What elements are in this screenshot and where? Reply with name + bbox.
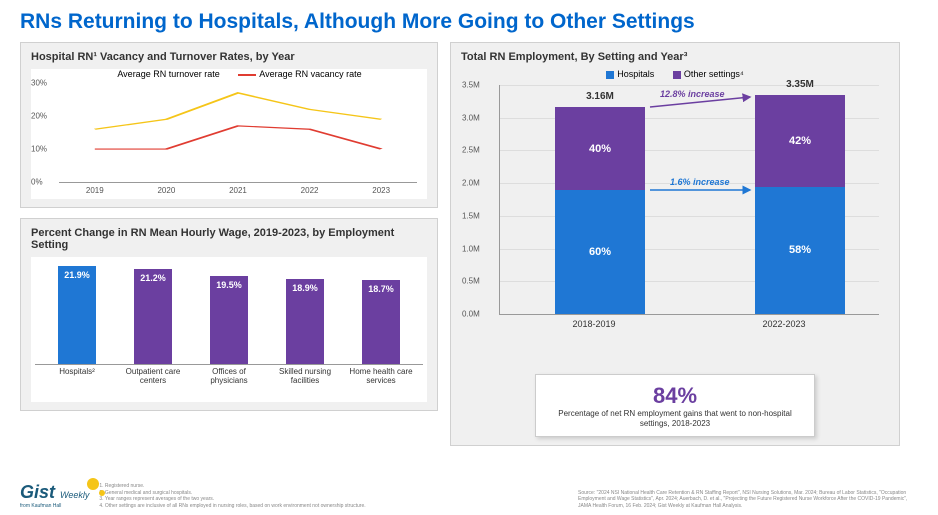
- wage-bar-outpatient: 21.2%: [134, 269, 172, 364]
- y-tick: 3.5M: [462, 81, 480, 90]
- callout-value: 84%: [556, 383, 794, 409]
- wage-bar-hospitals: 21.9%: [58, 266, 96, 365]
- wage-x-axis: Hospitals² Outpatient care centers Offic…: [35, 368, 423, 386]
- wage-xlabel: Skilled nursing facilities: [267, 368, 343, 386]
- stack-chart: Hospitals Other settings⁴ 3.5M 3.0M 2.5M…: [461, 69, 889, 364]
- annotation-hospitals: 1.6% increase: [670, 177, 730, 187]
- seg-label: 58%: [755, 244, 845, 256]
- y-tick: 1.5M: [462, 211, 480, 220]
- y-tick: 1.0M: [462, 244, 480, 253]
- y-tick: 2.5M: [462, 146, 480, 155]
- x-tick: 2019: [59, 183, 131, 195]
- x-tick: 2022: [274, 183, 346, 195]
- logo-tagline: from Kaufman Hall: [20, 503, 89, 509]
- x-tick: 2023: [345, 183, 417, 195]
- source-text: Source: "2024 NSI National Health Care R…: [578, 490, 918, 510]
- legend-swatch: [673, 71, 681, 79]
- vacancy-line: [95, 126, 381, 149]
- annotation-other: 12.8% increase: [660, 89, 725, 99]
- footer: Gist Weekly from Kaufman Hall 1. Registe…: [20, 482, 918, 509]
- callout-text: Percentage of net RN employment gains th…: [556, 409, 794, 428]
- seg-label: 42%: [755, 135, 845, 147]
- logo-text: Gist Weekly: [20, 482, 89, 503]
- wage-xlabel: Home health care services: [343, 368, 419, 386]
- legend-swatch: [238, 74, 256, 76]
- total-label: 3.35M: [755, 79, 845, 90]
- y-tick: 0.0M: [462, 310, 480, 319]
- y-tick: 2.0M: [462, 179, 480, 188]
- wage-bar-wrap: 18.9%: [267, 265, 343, 364]
- legend-swatch: [606, 71, 614, 79]
- wage-chart-title: Percent Change in RN Mean Hourly Wage, 2…: [31, 227, 427, 251]
- stack-xlabel: 2022-2023: [689, 315, 879, 329]
- legend-vacancy: Average RN vacancy rate: [238, 69, 361, 79]
- y-tick: 3.0M: [462, 113, 480, 122]
- gist-logo: Gist Weekly from Kaufman Hall: [20, 482, 89, 509]
- stack-plot: 3.5M 3.0M 2.5M 2.0M 1.5M 1.0M 0.5M 0.0M …: [499, 85, 879, 315]
- y-tick: 0%: [31, 178, 43, 187]
- stack-bar-2022: 3.35M 42% 58%: [755, 95, 845, 314]
- seg-other: 42%: [755, 95, 845, 187]
- wage-value: 19.5%: [210, 280, 248, 290]
- wage-value: 18.9%: [286, 283, 324, 293]
- y-tick: 30%: [31, 79, 47, 88]
- wage-xlabel: Hospitals²: [39, 368, 115, 386]
- wage-xlabel: Outpatient care centers: [115, 368, 191, 386]
- legend-swatch: [96, 74, 114, 76]
- x-tick: 2020: [131, 183, 203, 195]
- y-tick: 20%: [31, 111, 47, 120]
- line-plot: 30% 20% 10% 0%: [59, 83, 417, 183]
- footnote-item: 4. Other settings are inclusive of all R…: [99, 503, 365, 510]
- wage-value: 21.2%: [134, 273, 172, 283]
- legend-turnover: Average RN turnover rate: [96, 69, 219, 79]
- stack-chart-panel: Total RN Employment, By Setting and Year…: [450, 42, 900, 446]
- content-grid: Hospital RN¹ Vacancy and Turnover Rates,…: [0, 42, 938, 446]
- y-tick: 0.5M: [462, 277, 480, 286]
- line-chart-legend: Average RN turnover rate Average RN vaca…: [31, 69, 427, 79]
- seg-hospitals: 58%: [755, 187, 845, 314]
- seg-other: 40%: [555, 107, 645, 190]
- line-chart: Average RN turnover rate Average RN vaca…: [31, 69, 427, 199]
- line-svg: [59, 83, 417, 182]
- callout-box: 84% Percentage of net RN employment gain…: [535, 374, 815, 437]
- wage-bar-wrap: 19.5%: [191, 265, 267, 364]
- logo-area: Gist Weekly from Kaufman Hall 1. Registe…: [20, 482, 366, 509]
- y-tick: 10%: [31, 145, 47, 154]
- wage-bar-wrap: 21.9%: [39, 265, 115, 364]
- line-chart-title: Hospital RN¹ Vacancy and Turnover Rates,…: [31, 51, 427, 63]
- stack-bar-2018: 3.16M 40% 60%: [555, 107, 645, 314]
- line-chart-panel: Hospital RN¹ Vacancy and Turnover Rates,…: [20, 42, 438, 208]
- wage-bar-wrap: 21.2%: [115, 265, 191, 364]
- wage-bars: 21.9% 21.2% 19.5% 18.9% 18.7%: [35, 265, 423, 365]
- page-title: RNs Returning to Hospitals, Although Mor…: [0, 0, 938, 42]
- wage-value: 21.9%: [58, 270, 96, 280]
- wage-value: 18.7%: [362, 284, 400, 294]
- turnover-line: [95, 93, 381, 129]
- wage-xlabel: Offices of physicians: [191, 368, 267, 386]
- logo-dot-icon: [87, 478, 99, 490]
- wage-chart: 21.9% 21.2% 19.5% 18.9% 18.7% Hospitals²…: [31, 257, 427, 402]
- legend-hospitals: Hospitals: [606, 69, 654, 79]
- seg-label: 60%: [555, 246, 645, 258]
- x-tick: 2021: [202, 183, 274, 195]
- right-column: Total RN Employment, By Setting and Year…: [450, 42, 900, 446]
- left-column: Hospital RN¹ Vacancy and Turnover Rates,…: [20, 42, 438, 446]
- wage-bar-homehealth: 18.7%: [362, 280, 400, 364]
- wage-bar-nursing: 18.9%: [286, 279, 324, 364]
- seg-hospitals: 60%: [555, 190, 645, 314]
- footnotes: 1. Registered nurse. 2. General medical …: [99, 483, 365, 509]
- wage-chart-panel: Percent Change in RN Mean Hourly Wage, 2…: [20, 218, 438, 411]
- total-label: 3.16M: [555, 91, 645, 102]
- x-axis: 2019 2020 2021 2022 2023: [59, 183, 417, 195]
- seg-label: 40%: [555, 143, 645, 155]
- wage-bar-physicians: 19.5%: [210, 276, 248, 364]
- stack-legend: Hospitals Other settings⁴: [461, 69, 889, 79]
- stack-chart-title: Total RN Employment, By Setting and Year…: [461, 51, 889, 63]
- wage-bar-wrap: 18.7%: [343, 265, 419, 364]
- stack-x-axis: 2018-2019 2022-2023: [499, 315, 879, 329]
- stack-xlabel: 2018-2019: [499, 315, 689, 329]
- legend-other: Other settings⁴: [673, 69, 744, 79]
